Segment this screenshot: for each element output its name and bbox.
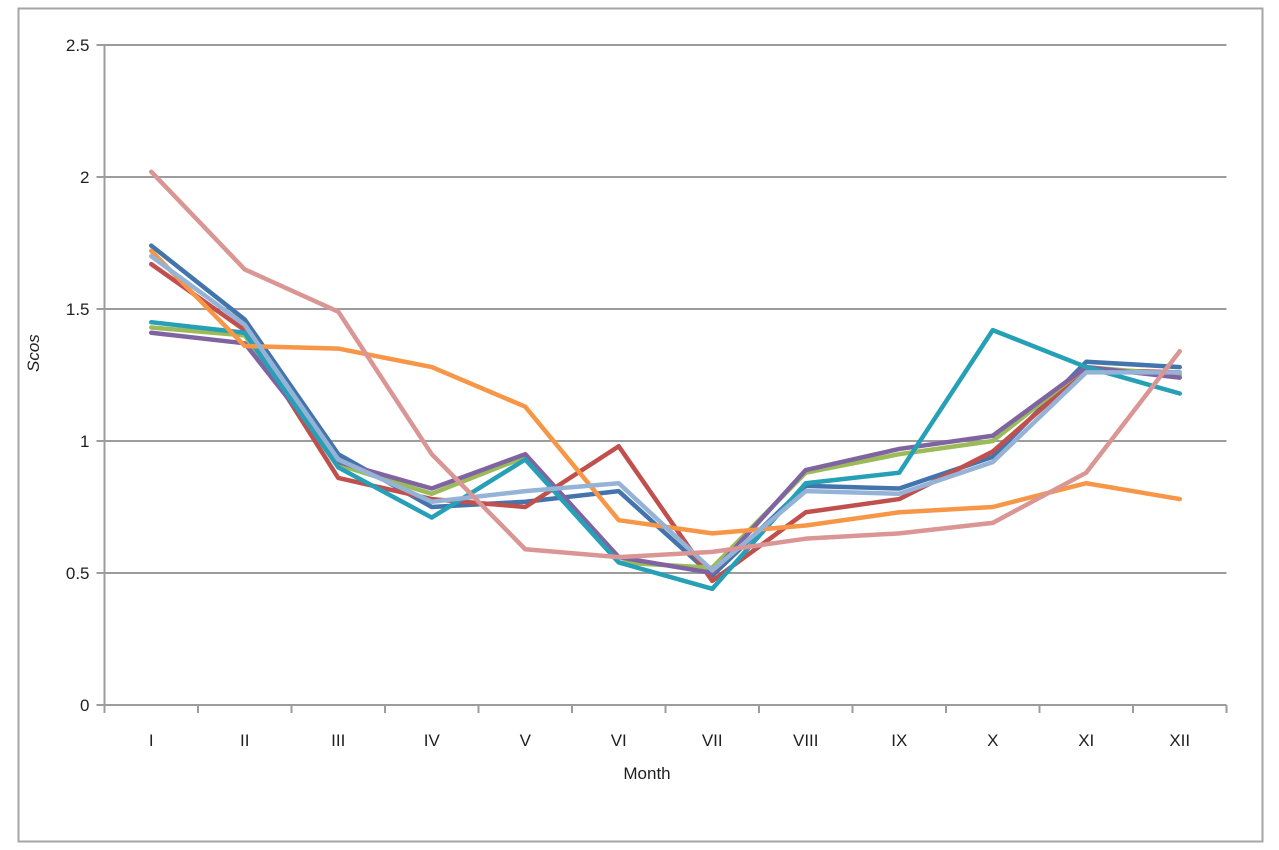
series-line-red [149, 261, 1182, 584]
gridlines [96, 44, 1227, 706]
series-line-blue [149, 243, 1182, 578]
x-tick-label: XI [1078, 731, 1094, 750]
series-line-pink [149, 169, 1182, 560]
x-tick-label: XII [1169, 731, 1190, 750]
y-tick-label: 0 [80, 696, 89, 715]
series-line-orange [149, 248, 1182, 536]
x-tick-label: I [149, 731, 154, 750]
x-axis-title: Month [623, 764, 671, 783]
x-tick-label: III [331, 731, 345, 750]
x-tick-label: VI [611, 731, 627, 750]
x-tick-label: VIII [793, 731, 819, 750]
x-tick-label: IX [891, 731, 907, 750]
y-tick-label: 1 [80, 432, 89, 451]
x-axis-tick-labels: I II III IV V VI VII VIII IX X XI XII [149, 731, 1190, 750]
y-tick-label: 2.5 [66, 36, 90, 55]
y-tick-label: 0.5 [66, 564, 90, 583]
y-axis-tick-labels: 0 0.5 1 1.5 2 2.5 [66, 36, 90, 715]
y-tick-label: 2 [80, 168, 89, 187]
series-line-purple [149, 330, 1182, 576]
series-line-light-blue [149, 253, 1182, 573]
x-tick-label: IV [424, 731, 441, 750]
x-tick-label: VII [702, 731, 723, 750]
x-axis-ticks [103, 705, 1228, 713]
x-tick-label: X [987, 731, 998, 750]
y-axis-title: Scos [24, 334, 43, 372]
x-tick-label: V [520, 731, 532, 750]
y-tick-label: 1.5 [66, 300, 90, 319]
x-tick-label: II [240, 731, 249, 750]
series-lines [149, 169, 1182, 592]
chart-border [17, 7, 1264, 843]
series-line-teal [149, 319, 1182, 592]
